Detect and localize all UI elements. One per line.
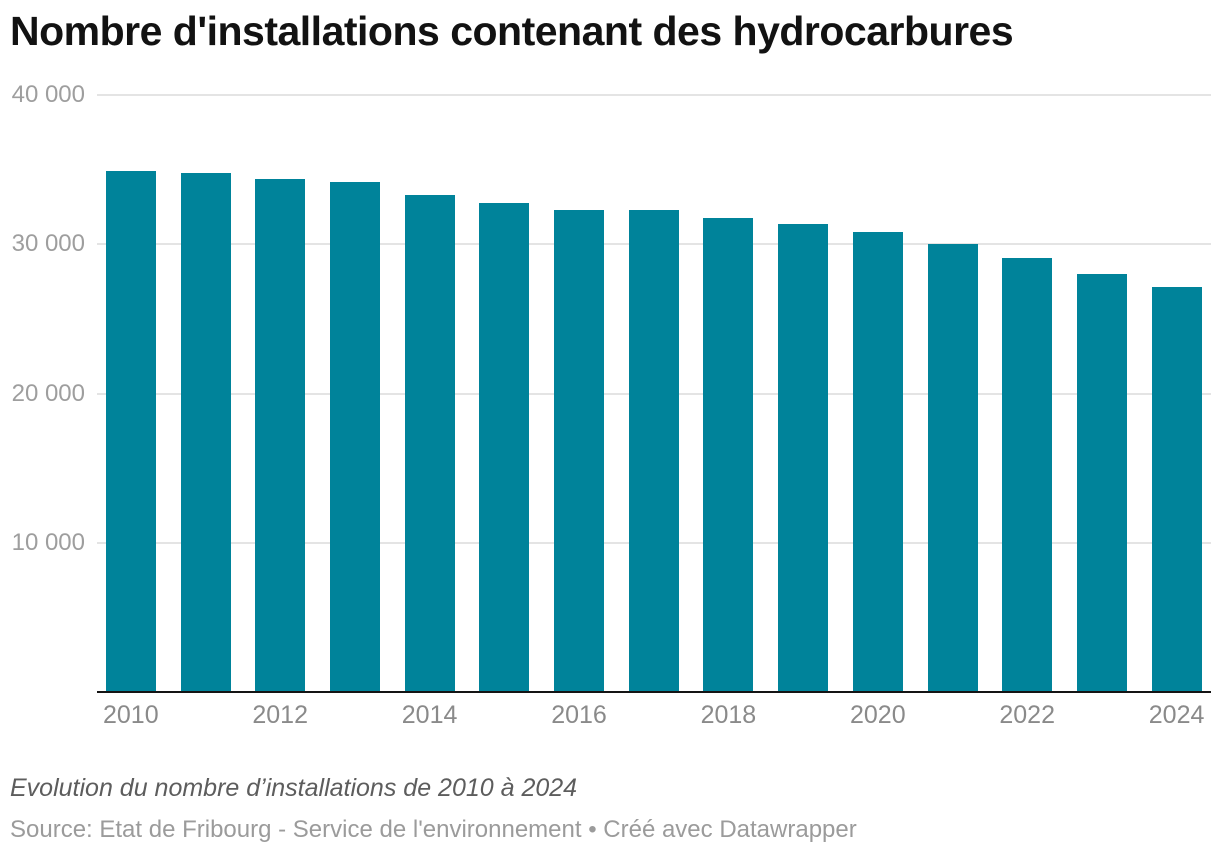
bar-2013[interactable]: [329, 182, 380, 693]
x-axis-tick-label-2016: 2016: [551, 701, 607, 729]
bar-2021[interactable]: [927, 244, 978, 693]
x-axis-tick-label-2010: 2010: [102, 701, 159, 729]
y-axis-tick-label: 30 000: [11, 230, 85, 258]
bar-2019[interactable]: [778, 224, 829, 693]
y-axis-tick-label: 20 000: [11, 379, 85, 407]
bar-2023[interactable]: [1076, 274, 1127, 693]
y-axis-tick-label: 10 000: [11, 529, 85, 557]
bar-2020[interactable]: [852, 232, 903, 693]
chart-title: Nombre d'installations contenant des hyd…: [10, 8, 1014, 54]
x-axis-tick-label-2020: 2020: [849, 701, 906, 729]
x-axis-tick-label-2022: 2022: [999, 701, 1055, 729]
x-axis-tick-label-2024: 2024: [1148, 701, 1205, 729]
x-axis-tick-label-2018: 2018: [700, 701, 757, 729]
x-axis-tick-label-2012: 2012: [252, 701, 308, 729]
plot-area: 10 000 20 000 30 000 40 000 2010 2012 2014 201…: [11, 80, 1211, 729]
x-axis-line: [97, 691, 1211, 693]
bar-2017[interactable]: [628, 210, 679, 693]
bar-2024[interactable]: [1151, 287, 1202, 693]
bar-2014[interactable]: [404, 195, 455, 693]
bar-2022[interactable]: [1002, 257, 1053, 693]
y-axis-tick-label: 40 000: [11, 80, 85, 108]
x-axis-tick-label-2014: 2014: [401, 701, 458, 729]
bar-2012[interactable]: [255, 178, 306, 693]
bar-2010[interactable]: [105, 171, 156, 693]
chart-source: Source: Etat de Fribourg - Service de l'…: [10, 816, 857, 843]
bar-2015[interactable]: [479, 202, 530, 693]
chart-notes: Evolution du nombre d’installations de 2…: [10, 774, 578, 802]
bar-2016[interactable]: [554, 210, 604, 693]
bar-2011[interactable]: [180, 173, 231, 693]
gridline-40000: [97, 93, 1211, 96]
bar-2018[interactable]: [703, 218, 754, 693]
